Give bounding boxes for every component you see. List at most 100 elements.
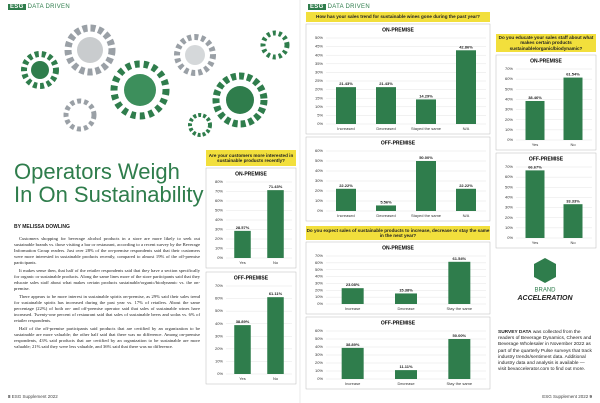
bar bbox=[267, 190, 284, 258]
article-body: Customers shopping for beverage alcohol … bbox=[14, 236, 200, 352]
y-tick-label: 45% bbox=[315, 44, 323, 49]
gear-illustration bbox=[21, 24, 290, 137]
value-label: 50.00% bbox=[419, 155, 433, 160]
paragraph: There appears to be more interest in sus… bbox=[14, 294, 200, 323]
value-label: 61.54% bbox=[566, 72, 580, 77]
question: Are your customers more interested in su… bbox=[206, 150, 296, 166]
article-title: Operators Weigh In On Sustainability bbox=[14, 159, 204, 207]
y-tick-label: 10% bbox=[315, 368, 323, 373]
y-tick-label: 50% bbox=[215, 308, 223, 313]
bar bbox=[563, 204, 583, 238]
y-tick-label: 80% bbox=[215, 179, 223, 184]
bar bbox=[376, 205, 396, 211]
logo-line1: BRAND bbox=[534, 288, 556, 294]
y-tick-label: 40% bbox=[505, 96, 513, 101]
value-label: 23.08% bbox=[346, 282, 360, 287]
bar bbox=[395, 293, 417, 304]
y-tick-label: 10% bbox=[315, 294, 323, 299]
bar bbox=[376, 87, 396, 124]
y-tick-label: 5% bbox=[317, 112, 323, 117]
y-tick-label: 10% bbox=[215, 358, 223, 363]
y-tick-label: 40% bbox=[505, 194, 513, 199]
y-tick-label: 30% bbox=[315, 69, 323, 74]
brand: ESG bbox=[308, 4, 326, 10]
bar bbox=[267, 297, 284, 374]
bar bbox=[416, 161, 436, 211]
panel-frame bbox=[205, 271, 297, 385]
y-tick-label: 10% bbox=[315, 198, 323, 203]
paragraph: Half of the off-premise participants sai… bbox=[14, 326, 200, 349]
x-tick-label: Increased bbox=[337, 213, 355, 218]
value-label: 50.00% bbox=[453, 333, 467, 338]
paragraph: It makes sense then, that half of the re… bbox=[14, 268, 200, 291]
y-tick-label: 20% bbox=[505, 215, 513, 220]
panel-frame bbox=[495, 152, 597, 249]
section-header: ESG DATA DRIVEN bbox=[308, 4, 370, 10]
y-tick-label: 60% bbox=[505, 76, 513, 81]
y-tick-label: 0% bbox=[317, 121, 323, 126]
panel-title: ON-PREMISE bbox=[382, 245, 414, 251]
bar bbox=[234, 230, 251, 258]
y-tick-label: 35% bbox=[315, 61, 323, 66]
y-tick-label: 40% bbox=[215, 217, 223, 222]
x-tick-label: Yes bbox=[532, 240, 539, 245]
y-tick-label: 60% bbox=[315, 328, 323, 333]
value-label: 38.89% bbox=[236, 319, 250, 324]
value-label: 38.89% bbox=[346, 342, 360, 347]
x-tick-label: Stayed the same bbox=[411, 126, 442, 131]
panel-title: ON-PREMISE bbox=[530, 58, 562, 64]
panel-frame bbox=[305, 136, 491, 222]
x-tick-label: Yes bbox=[532, 142, 539, 147]
footer: 8 ESG Supplement 2022 bbox=[8, 394, 58, 399]
x-tick-label: Stayed the same bbox=[411, 213, 442, 218]
bar bbox=[341, 288, 364, 304]
value-label: 66.67% bbox=[528, 164, 542, 169]
y-tick-label: 50% bbox=[505, 184, 513, 189]
value-label: 15.38% bbox=[399, 288, 413, 293]
bar bbox=[448, 261, 471, 304]
y-tick-label: 30% bbox=[505, 205, 513, 210]
y-tick-label: 20% bbox=[315, 360, 323, 365]
y-tick-label: 20% bbox=[215, 346, 223, 351]
value-label: 22.22% bbox=[339, 183, 353, 188]
y-tick-label: 10% bbox=[505, 225, 513, 230]
x-tick-label: Decreased bbox=[376, 213, 395, 218]
x-tick-label: Stay the same bbox=[447, 381, 473, 386]
y-tick-label: 20% bbox=[315, 188, 323, 193]
panel-title: OFF-PREMISE bbox=[381, 320, 416, 326]
y-tick-label: 40% bbox=[315, 52, 323, 57]
y-tick-label: 30% bbox=[315, 178, 323, 183]
x-tick-label: N/A bbox=[463, 213, 470, 218]
y-tick-label: 0% bbox=[217, 371, 223, 376]
y-tick-label: 60% bbox=[315, 148, 323, 153]
bar bbox=[448, 339, 471, 379]
logo-line2: ACCELERATION bbox=[516, 295, 573, 302]
y-tick-label: 70% bbox=[315, 253, 323, 258]
panel-title: OFF-PREMISE bbox=[234, 275, 269, 281]
value-label: 22.22% bbox=[459, 183, 473, 188]
y-tick-label: 10% bbox=[215, 246, 223, 251]
byline: BY MELISSA DOWLING bbox=[14, 224, 70, 230]
bar bbox=[416, 99, 436, 124]
x-tick-label: No bbox=[570, 240, 576, 245]
x-tick-label: Decreased bbox=[376, 126, 395, 131]
x-tick-label: Decrease bbox=[397, 306, 415, 311]
bar bbox=[341, 347, 364, 379]
y-tick-label: 50% bbox=[215, 208, 223, 213]
value-label: 21.43% bbox=[379, 81, 393, 86]
x-tick-label: Increased bbox=[337, 126, 355, 131]
panel-frame bbox=[305, 241, 491, 315]
value-label: 61.11% bbox=[269, 291, 283, 296]
question: Do you educate your sales staff about wh… bbox=[496, 34, 596, 52]
y-tick-label: 30% bbox=[315, 280, 323, 285]
x-tick-label: No bbox=[273, 376, 279, 381]
x-tick-label: Yes bbox=[239, 376, 246, 381]
y-tick-label: 0% bbox=[317, 301, 323, 306]
footer-text: ESG Supplement 2022 bbox=[11, 394, 58, 399]
y-tick-label: 0% bbox=[507, 137, 513, 142]
y-tick-label: 70% bbox=[215, 189, 223, 194]
bar bbox=[563, 77, 583, 140]
bar bbox=[336, 87, 356, 124]
y-tick-label: 10% bbox=[315, 104, 323, 109]
